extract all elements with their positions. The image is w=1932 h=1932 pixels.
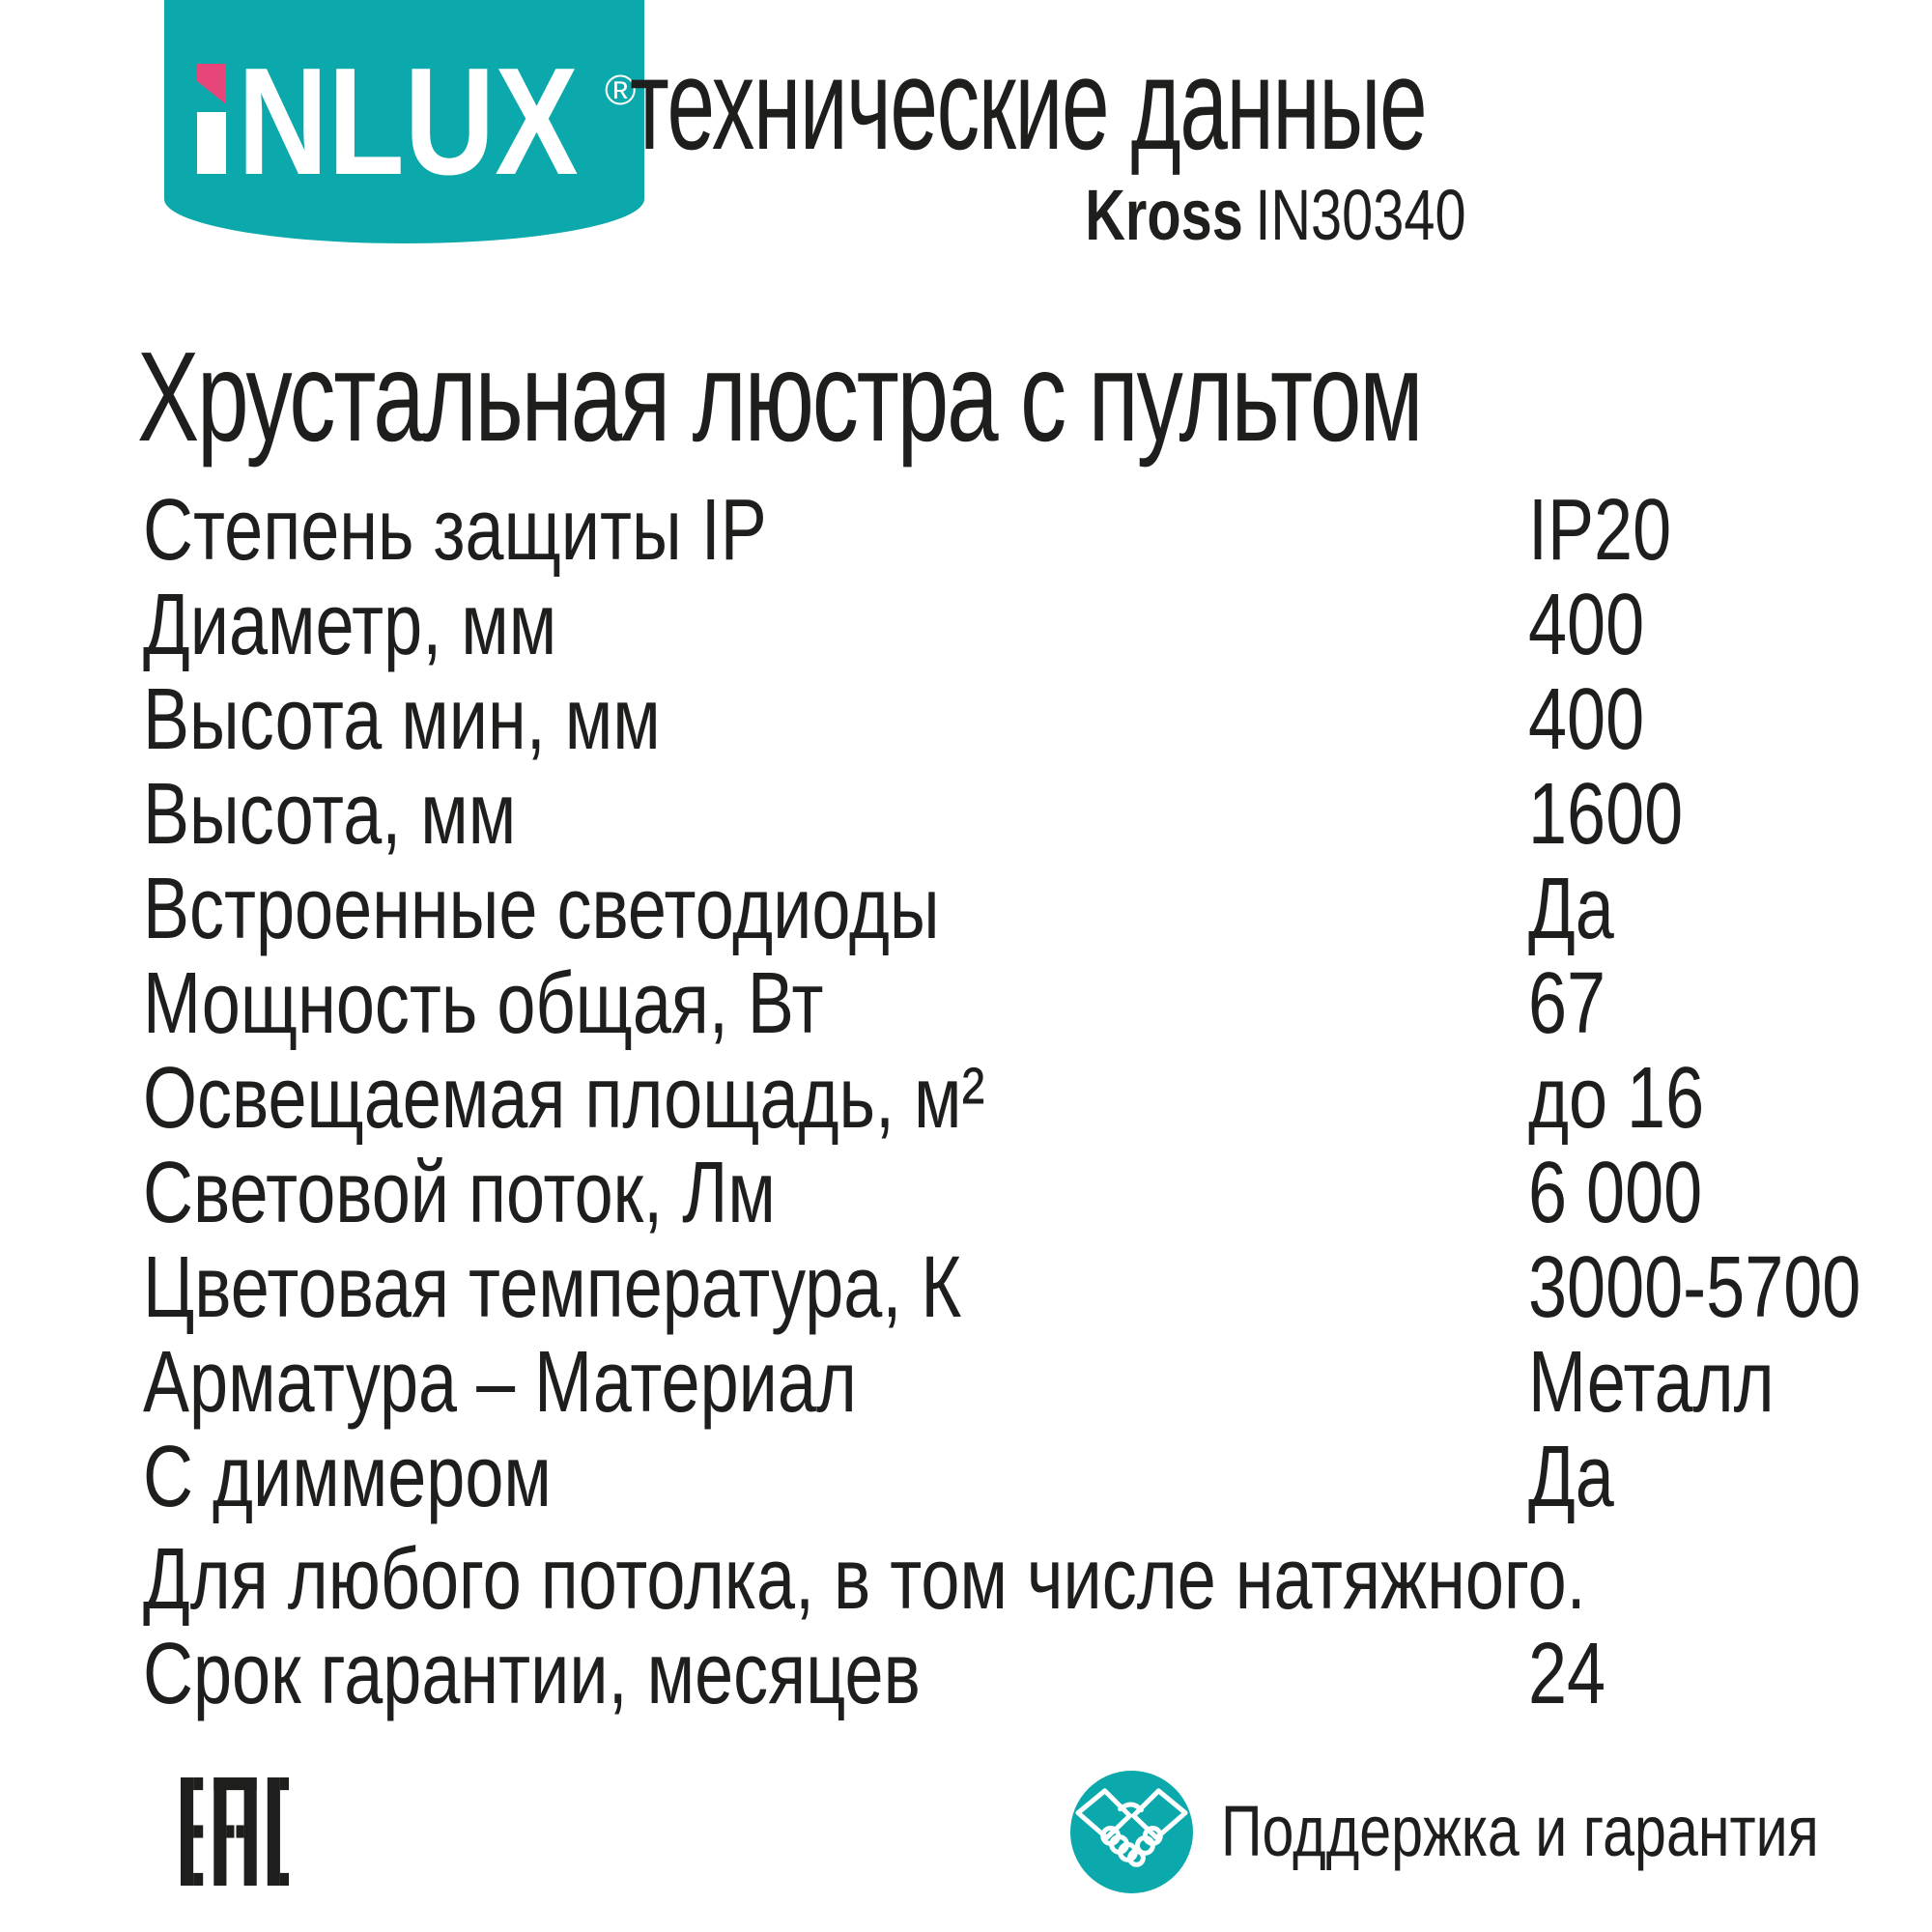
spec-value: Да	[1528, 861, 1614, 957]
warranty-row: Срок гарантии, месяцев 24	[143, 1629, 1843, 1723]
warranty-label: Срок гарантии, месяцев	[143, 1626, 921, 1722]
handshake-icon	[1070, 1771, 1193, 1893]
spec-label: Степень защиты IP	[143, 482, 767, 579]
spec-value: 6 000	[1528, 1145, 1703, 1241]
brand-logo-ribbon: NLUX ®	[164, 0, 644, 243]
model-code: IN30340	[1255, 175, 1466, 255]
spec-value: 400	[1528, 577, 1645, 673]
table-row: Высота мин, мм 400	[143, 674, 1843, 769]
spec-label: Освещаемая площадь, м²	[143, 1050, 985, 1147]
logo-i-dot-icon	[197, 64, 226, 104]
spec-label: Арматура – Материал	[143, 1334, 857, 1431]
spec-value: 1600	[1528, 766, 1684, 863]
table-row: Световой поток, Лм 6 000	[143, 1148, 1843, 1242]
model-name: Kross	[1085, 175, 1244, 255]
table-row: Высота, мм 1600	[143, 769, 1843, 864]
spec-label: Цветовая температура, К	[143, 1239, 962, 1336]
model-line: Kross IN30340	[0, 180, 1466, 251]
ceiling-note-text: Для любого потолка, в том числе натяжног…	[143, 1531, 1586, 1628]
table-row: Степень защиты IP IP20	[143, 485, 1843, 580]
table-row: Освещаемая площадь, м² до 16	[143, 1053, 1843, 1148]
logo-i-stem	[197, 112, 226, 174]
inlux-logo: NLUX ®	[197, 60, 636, 185]
spec-value: 3000-5700	[1528, 1239, 1861, 1336]
logo-text: NLUX	[238, 60, 579, 185]
spec-value: Да	[1528, 1429, 1614, 1525]
spec-label: С диммером	[143, 1429, 552, 1525]
support-label: Поддержка и гарантия	[1221, 1791, 1819, 1871]
eac-certification-icon	[181, 1777, 289, 1890]
warranty-value: 24	[1528, 1626, 1606, 1722]
spec-value: IP20	[1528, 482, 1672, 579]
table-row: Встроенные светодиоды Да	[143, 864, 1843, 958]
spec-label: Высота мин, мм	[143, 671, 661, 768]
spec-value: 67	[1528, 955, 1606, 1052]
spec-value: Металл	[1528, 1334, 1775, 1431]
spec-label: Мощность общая, Вт	[143, 955, 824, 1052]
ceiling-note: Для любого потолка, в том числе натяжног…	[143, 1534, 1932, 1629]
table-row: Цветовая температура, К 3000-5700	[143, 1239, 1861, 1337]
page-title: технические данные	[630, 31, 1428, 177]
table-row: Диаметр, мм 400	[143, 580, 1843, 674]
registered-mark: ®	[605, 67, 636, 114]
spec-label: Световой поток, Лм	[143, 1145, 776, 1241]
spec-label: Высота, мм	[143, 766, 517, 863]
table-row: С диммером Да	[143, 1432, 1843, 1526]
spec-label: Встроенные светодиоды	[143, 861, 940, 957]
spec-label: Диаметр, мм	[143, 577, 557, 673]
spec-value: до 16	[1528, 1050, 1705, 1147]
spec-table: Степень защиты IP IP20 Диаметр, мм 400 В…	[143, 485, 1861, 1526]
spec-value: 400	[1528, 671, 1645, 768]
product-title: Хрустальная люстра с пультом	[137, 326, 1424, 468]
table-row: Мощность общая, Вт 67	[143, 958, 1843, 1053]
table-row: Арматура – Материал Металл	[143, 1337, 1843, 1432]
